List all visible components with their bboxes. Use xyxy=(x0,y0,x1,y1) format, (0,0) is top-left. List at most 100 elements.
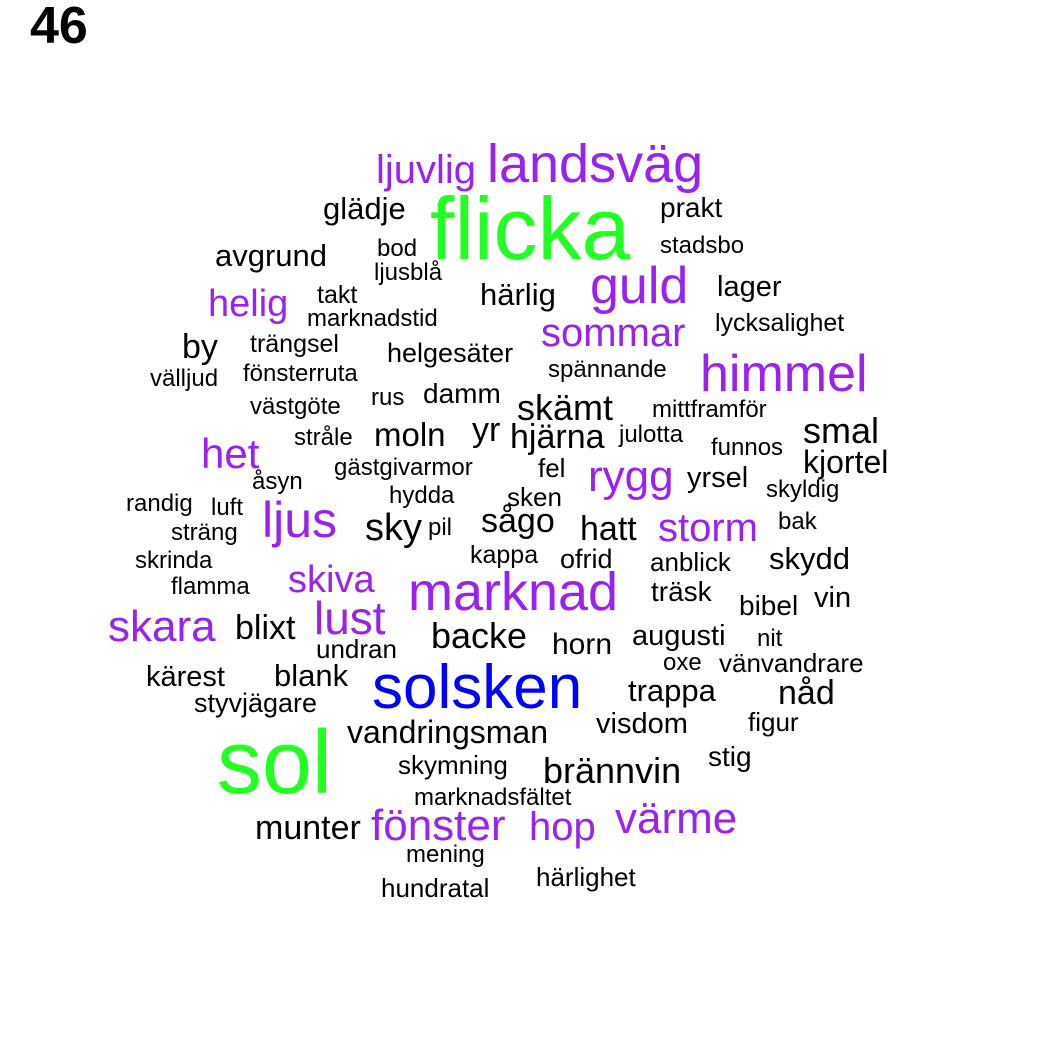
word-brannvin: brännvin xyxy=(543,750,682,791)
word-moln: moln xyxy=(374,416,446,453)
word-flicka: flicka xyxy=(430,179,631,278)
word-lager: lager xyxy=(717,271,782,303)
word-solsken: solsken xyxy=(372,653,583,722)
word-kappa: kappa xyxy=(470,541,539,569)
word-blixt: blixt xyxy=(235,609,296,647)
word-funnos: funnos xyxy=(711,434,784,461)
word-mittframfor: mittframför xyxy=(652,396,767,423)
word-marknadstid: marknadstid xyxy=(307,305,438,332)
word-gastgivarmor: gästgivarmor xyxy=(334,454,473,481)
word-harlighet: härlighet xyxy=(536,862,636,892)
word-sken: sken xyxy=(507,482,562,512)
word-karest: kärest xyxy=(146,661,225,693)
word-fel: fel xyxy=(538,453,566,483)
word-skara: skara xyxy=(108,602,216,651)
word-bibel: bibel xyxy=(739,590,799,621)
word-het: het xyxy=(201,430,260,477)
word-asyn: åsyn xyxy=(252,468,303,495)
word-by: by xyxy=(182,328,218,366)
word-hjarna: hjärna xyxy=(510,418,605,456)
word-helgesater: helgesäter xyxy=(387,338,514,368)
word-yr: yr xyxy=(472,411,501,449)
word-mening: mening xyxy=(406,841,485,868)
word-helig: helig xyxy=(208,283,289,325)
word-skamt: skämt xyxy=(517,387,614,428)
word-landsvag: landsväg xyxy=(487,134,704,194)
word-ljusbla: ljusblå xyxy=(374,259,443,286)
word-yrsel: yrsel xyxy=(687,462,749,494)
word-trangsel: trängsel xyxy=(250,330,339,358)
word-bak: bak xyxy=(778,508,817,535)
word-trappa: trappa xyxy=(628,673,716,708)
word-skydd: skydd xyxy=(769,541,850,576)
word-nit: nit xyxy=(757,625,783,652)
word-spannande: spännande xyxy=(548,356,667,383)
word-marknad: marknad xyxy=(408,562,619,622)
word-lust: lust xyxy=(314,592,386,644)
word-horn: horn xyxy=(552,628,613,661)
word-guld: guld xyxy=(590,257,689,315)
word-munter: munter xyxy=(255,809,361,847)
word-randig: randig xyxy=(126,490,193,517)
word-himmel: himmel xyxy=(700,345,868,403)
word-skiva: skiva xyxy=(288,559,375,601)
word-lycksalighet: lycksalighet xyxy=(715,309,845,337)
word-fonster: fönster xyxy=(371,801,506,850)
word-ljuvlig: ljuvlig xyxy=(376,148,477,192)
word-strale: stråle xyxy=(294,424,353,451)
word-skrinda: skrinda xyxy=(135,547,213,574)
word-julotta: julotta xyxy=(619,421,684,448)
word-augusti: augusti xyxy=(632,620,726,652)
word-storm: storm xyxy=(658,506,758,550)
word-trask: träsk xyxy=(651,576,712,607)
word-figur: figur xyxy=(748,707,799,737)
word-sommar: sommar xyxy=(541,311,686,355)
word-stadsbo: stadsbo xyxy=(660,232,745,259)
word-ljus: ljus xyxy=(262,492,338,548)
word-varme: värme xyxy=(615,794,738,843)
word-oxe: oxe xyxy=(663,649,702,676)
word-undran: undran xyxy=(316,634,397,664)
word-sago: sågo xyxy=(481,502,555,540)
word-prakt: prakt xyxy=(660,192,723,223)
word-gladje: glädje xyxy=(323,191,406,226)
word-pil: pil xyxy=(428,514,453,541)
word-strang: sträng xyxy=(171,519,238,546)
word-takt: takt xyxy=(317,281,358,309)
word-nad: nåd xyxy=(778,674,835,712)
word-skymning: skymning xyxy=(398,750,508,780)
word-flamma: flamma xyxy=(171,573,250,600)
word-blank: blank xyxy=(274,658,349,693)
word-sky: sky xyxy=(365,507,422,549)
word-anblick: anblick xyxy=(650,547,731,577)
word-harlig: härlig xyxy=(480,277,556,312)
word-rus: rus xyxy=(371,384,405,411)
word-fonsterruta: fönsterruta xyxy=(243,360,358,387)
word-sol: sol xyxy=(217,713,333,813)
word-ofrid: ofrid xyxy=(560,544,613,574)
word-kjortel: kjortel xyxy=(803,444,889,480)
word-hatt: hatt xyxy=(580,510,637,548)
word-hop: hop xyxy=(529,805,596,849)
word-rygg: rygg xyxy=(588,452,674,501)
word-visdom: visdom xyxy=(596,708,688,740)
word-damm: damm xyxy=(423,378,501,409)
word-styvjagare: styvjägare xyxy=(194,688,318,718)
word-valljud: välljud xyxy=(150,365,219,392)
word-luft: luft xyxy=(211,494,244,521)
word-smal: smal xyxy=(803,410,880,451)
word-marknadsfaltet: marknadsfältet xyxy=(414,784,572,811)
word-vanvandrare: vänvandrare xyxy=(719,648,864,678)
page-number: 46 xyxy=(30,0,88,55)
word-skyldig: skyldig xyxy=(766,476,840,503)
word-vin: vin xyxy=(814,582,852,614)
word-backe: backe xyxy=(431,615,528,656)
word-vastgote: västgöte xyxy=(250,393,341,420)
word-bod: bod xyxy=(377,235,418,262)
word-stig: stig xyxy=(708,741,752,772)
word-vandringsman: vandringsman xyxy=(347,714,548,750)
word-avgrund: avgrund xyxy=(215,238,328,273)
word-hundratal: hundratal xyxy=(381,873,490,903)
word-hydda: hydda xyxy=(389,482,455,509)
